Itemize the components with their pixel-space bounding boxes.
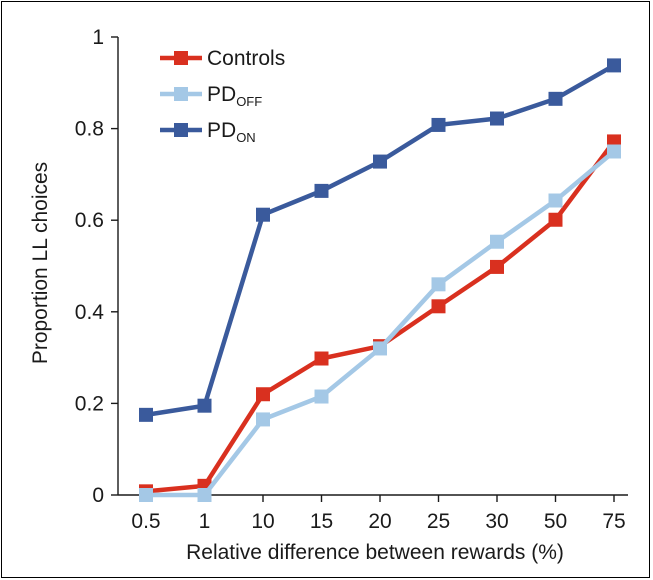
data-point (139, 488, 153, 502)
data-point (314, 351, 329, 366)
x-axis-title: Relative difference between rewards (%) (186, 541, 564, 564)
data-point (139, 407, 153, 422)
series-line (145, 140, 616, 494)
x-tick-label: 15 (310, 510, 333, 533)
legend-label-sub: ON (236, 130, 256, 145)
data-point (607, 58, 621, 73)
data-point (373, 341, 387, 356)
y-tick-label: 1 (92, 26, 104, 49)
legend-item: Controls (160, 47, 285, 70)
legend-label-main: Controls (207, 47, 285, 70)
x-tick-label: 30 (485, 510, 508, 533)
data-point (607, 144, 621, 159)
x-tick-label: 20 (368, 510, 391, 533)
data-point (490, 111, 504, 126)
series-line (146, 149, 616, 498)
data-point (256, 207, 270, 222)
legend-marker (174, 87, 188, 101)
data-point (256, 387, 270, 402)
legend-label-sub: OFF (236, 94, 262, 109)
x-tick-label: 75 (602, 510, 625, 533)
series-pdon (139, 58, 621, 422)
data-point (431, 299, 446, 314)
data-point (431, 117, 446, 132)
data-point (490, 234, 504, 249)
series-line (145, 63, 616, 418)
data-point (548, 193, 563, 208)
data-point (431, 277, 446, 292)
y-tick-label: 0.8 (75, 118, 104, 141)
data-point (197, 488, 212, 502)
x-tick-label: 25 (427, 510, 450, 533)
data-point (256, 412, 270, 427)
x-tick-label: 0.5 (131, 510, 160, 533)
data-point (197, 398, 212, 413)
x-tick-label: 10 (251, 510, 274, 533)
data-point (548, 212, 563, 227)
legend-label: Controls (207, 47, 285, 70)
data-point (548, 91, 563, 106)
data-point (314, 389, 329, 404)
legend-label-main: PD (207, 83, 236, 106)
y-axis-title: Proportion LL choices (29, 162, 52, 364)
series-controls (139, 134, 621, 499)
legend-label: PDOFF (207, 83, 262, 109)
series-layer (139, 58, 621, 502)
data-point (490, 259, 504, 274)
legend-label-main: PD (207, 119, 236, 142)
y-tick-label: 0.4 (75, 301, 105, 324)
legend-item: PDON (160, 119, 256, 145)
data-point (314, 183, 329, 198)
y-ticks: 0 0.2 0.4 0.6 0.8 1 (75, 26, 118, 507)
legend-label: PDON (207, 119, 256, 145)
y-tick-label: 0.6 (75, 209, 104, 232)
x-tick-label: 50 (544, 510, 567, 533)
legend-marker (174, 51, 188, 65)
y-tick-label: 0.2 (75, 392, 104, 415)
data-point (373, 154, 387, 169)
x-tick-label: 1 (199, 510, 211, 533)
legend-marker (174, 123, 188, 137)
series-pdoff (139, 144, 621, 502)
legend-item: PDOFF (160, 83, 262, 109)
y-tick-label: 0 (92, 484, 104, 507)
